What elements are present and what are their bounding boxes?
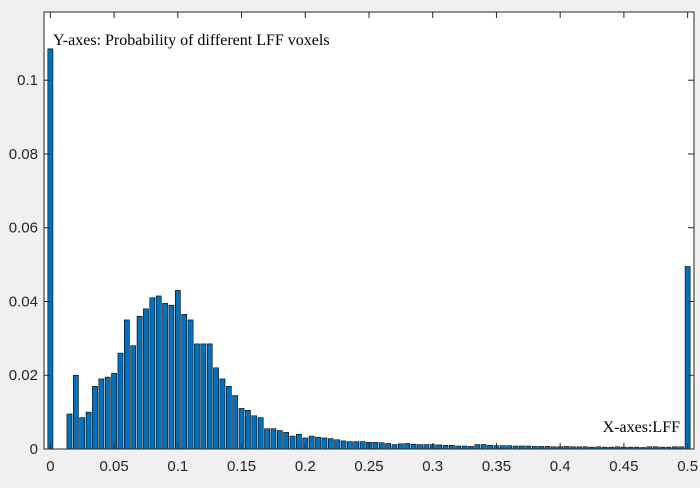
histogram-bar: [684, 266, 691, 450]
y-tick-label: 0: [30, 441, 38, 458]
histogram-bar: [79, 417, 86, 450]
histogram-bar: [404, 443, 411, 450]
x-axis-ticks: 0 0.05 0.1 0.15 0.2 0.25 0.3 0.35 0.4 0.45 0.5: [46, 12, 698, 475]
histogram-bar: [155, 295, 162, 450]
histogram-bar: [225, 386, 232, 450]
histogram-bar: [257, 417, 264, 450]
histogram-bar: [417, 444, 423, 450]
x-tick-label: 0.3: [422, 458, 443, 475]
x-tick-label: 0.2: [295, 458, 316, 475]
histogram-bar: [47, 48, 54, 450]
histogram-bar: [98, 378, 105, 450]
histogram-bar: [162, 303, 168, 450]
histogram-bar: [474, 444, 481, 450]
histogram-bar: [315, 436, 321, 450]
x-tick-label: 0.05: [99, 458, 128, 475]
histogram-bar: [385, 443, 391, 450]
histogram-bar: [206, 343, 213, 450]
histogram-bar: [359, 441, 366, 450]
histogram-bar: [283, 432, 290, 450]
histogram-bar: [92, 386, 98, 450]
y-tick-label: 0.1: [17, 72, 38, 89]
histogram-bar: [264, 428, 270, 450]
x-tick-label: 0.45: [609, 458, 638, 475]
histogram-bar: [289, 435, 296, 450]
histogram-bar: [238, 408, 245, 450]
histogram-bar: [276, 430, 283, 450]
x-tick-label: 0.5: [677, 458, 698, 475]
histogram-bar: [111, 373, 117, 450]
histogram-bar: [187, 319, 194, 450]
histogram-bar: [130, 345, 137, 450]
histogram-bar: [104, 376, 111, 450]
histogram-bar: [347, 441, 353, 450]
y-axis-ticks: 0 0.02 0.04 0.06 0.08 0.1: [9, 72, 694, 458]
histogram-bar: [174, 290, 181, 450]
x-tick-label: 0.25: [354, 458, 383, 475]
x-tick-label: 0.15: [227, 458, 256, 475]
histogram-bar: [391, 444, 398, 450]
histogram-bar: [213, 367, 219, 450]
histogram-bar: [398, 443, 404, 450]
histogram-bar: [372, 442, 379, 450]
histogram-bar: [181, 314, 188, 450]
histogram-bar: [410, 443, 417, 450]
histogram-bar: [200, 343, 207, 450]
histogram-bar: [232, 395, 239, 450]
histogram-bar: [149, 297, 156, 450]
x-tick-label: 0.1: [167, 458, 188, 475]
histogram-bar: [436, 444, 442, 450]
x-tick-label: 0.4: [550, 458, 571, 475]
histogram-bar: [73, 374, 79, 450]
histogram-bar: [327, 438, 334, 450]
histogram-bar: [245, 409, 251, 450]
histogram-bar: [378, 442, 385, 450]
histogram-bar: [270, 428, 277, 450]
histogram-bar: [296, 433, 302, 450]
histogram-bar: [353, 441, 360, 450]
y-tick-label: 0.02: [9, 367, 38, 384]
annotation-x-axes: X-axes:LFF: [603, 419, 680, 436]
histogram-bar: [123, 319, 130, 450]
histogram-bar: [136, 315, 143, 450]
y-tick-label: 0.08: [9, 146, 38, 163]
histogram-bar: [487, 445, 493, 450]
histogram-bar: [66, 413, 73, 450]
x-tick-label: 0: [46, 458, 54, 475]
histogram-bar: [85, 411, 92, 450]
histogram-bar: [194, 343, 200, 450]
histogram-bar: [480, 444, 487, 450]
histogram-bar: [321, 437, 328, 450]
histogram-bar: [442, 445, 449, 450]
histogram-bar: [340, 440, 347, 450]
histogram-bar: [143, 308, 149, 450]
histogram-bar: [448, 445, 455, 450]
histogram-bar: [168, 304, 175, 450]
annotation-y-axes: Y-axes: Probability of different LFF vox…: [53, 32, 330, 49]
histogram-bar: [334, 439, 340, 450]
x-tick-label: 0.35: [482, 458, 511, 475]
histogram-bar: [117, 352, 124, 450]
histogram-bar: [219, 378, 226, 450]
y-tick-label: 0.04: [9, 293, 38, 310]
y-tick-label: 0.06: [9, 220, 38, 237]
histogram-bar: [423, 444, 430, 450]
histogram-bar: [251, 415, 258, 450]
bars-group: [47, 48, 691, 450]
histogram-bar: [308, 435, 315, 450]
